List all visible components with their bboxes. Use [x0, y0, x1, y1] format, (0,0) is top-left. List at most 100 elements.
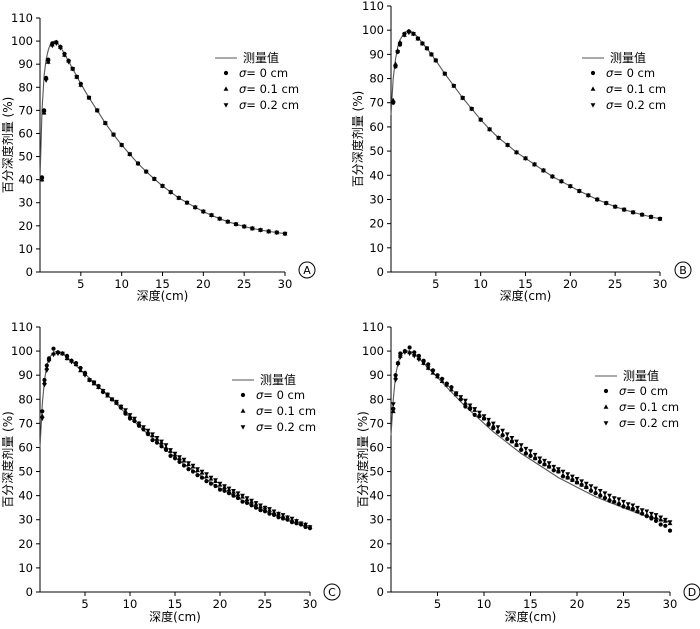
- data-point: [159, 439, 164, 444]
- data-point: [195, 473, 200, 478]
- data-point: [258, 503, 263, 508]
- data-point: [222, 484, 227, 489]
- y-tick-label: 90: [369, 368, 384, 382]
- y-tick-label: 110: [362, 320, 384, 334]
- data-point: [528, 449, 533, 454]
- y-tick-label: 70: [369, 416, 384, 430]
- y-axis-label: 百分深度剂量 (%): [0, 411, 15, 508]
- y-tick-label: 10: [369, 561, 384, 575]
- x-tick-label: 5: [77, 277, 84, 291]
- data-point: [136, 421, 142, 426]
- data-point: [537, 456, 543, 461]
- data-point: [208, 481, 214, 486]
- data-point: [195, 467, 200, 472]
- data-point: [495, 428, 501, 433]
- data-point: [100, 389, 106, 394]
- x-axis-label: 深度(cm): [149, 609, 201, 624]
- x-axis-label: 深度(cm): [137, 288, 189, 303]
- y-tick-label: 110: [11, 11, 33, 25]
- legend-marker: [590, 86, 596, 91]
- y-tick-label: 30: [18, 196, 33, 210]
- data-point: [51, 352, 56, 358]
- data-point: [663, 523, 668, 528]
- data-point: [648, 215, 654, 220]
- y-tick-label: 80: [18, 392, 33, 406]
- y-tick-label: 40: [369, 489, 384, 503]
- data-point: [285, 515, 290, 520]
- data-point: [217, 216, 223, 222]
- data-point: [39, 177, 45, 183]
- data-point: [262, 509, 268, 514]
- data-point: [253, 501, 259, 506]
- data-point: [467, 403, 473, 408]
- data-point: [190, 469, 196, 474]
- sigma-symbol: σ: [606, 82, 614, 96]
- data-point: [486, 417, 491, 423]
- data-point: [199, 469, 205, 475]
- data-point: [105, 392, 110, 398]
- data-point: [307, 525, 313, 530]
- data-point: [541, 168, 546, 173]
- data-point: [435, 374, 440, 379]
- data-point: [390, 100, 396, 106]
- data-point: [276, 511, 281, 517]
- data-point: [253, 505, 259, 510]
- data-point: [186, 467, 191, 472]
- legend-entry: σ= 0.1 cm: [606, 82, 666, 96]
- panel-tag-circle: [323, 583, 341, 601]
- data-point: [550, 174, 555, 180]
- data-point: [96, 385, 101, 390]
- y-tick-label: 100: [11, 34, 33, 48]
- data-point: [58, 46, 63, 51]
- y-tick-label: 100: [362, 23, 384, 37]
- data-point: [267, 511, 272, 516]
- y-tick-label: 80: [18, 80, 33, 94]
- data-point: [602, 494, 608, 499]
- legend-entry: σ= 0.2 cm: [606, 98, 666, 112]
- data-point: [45, 60, 51, 65]
- data-point: [303, 522, 308, 528]
- data-point: [593, 489, 598, 494]
- data-point: [41, 110, 47, 116]
- data-point: [597, 491, 603, 497]
- y-tick-label: 30: [369, 513, 384, 527]
- data-point: [240, 493, 245, 499]
- y-tick-label: 60: [18, 440, 33, 454]
- data-point: [266, 229, 272, 234]
- x-tick-label: 10: [123, 597, 138, 611]
- data-point: [132, 416, 137, 422]
- data-point: [594, 197, 600, 203]
- y-tick-label: 110: [362, 0, 384, 13]
- data-point: [546, 461, 552, 466]
- data-point: [390, 408, 396, 414]
- data-point: [60, 351, 65, 357]
- panel-tag-circle: [298, 261, 316, 279]
- data-point: [509, 438, 515, 444]
- x-tick-label: 30: [278, 277, 293, 291]
- y-tick-label: 0: [26, 585, 33, 599]
- y-tick-label: 20: [369, 217, 384, 231]
- data-point: [393, 378, 398, 383]
- legend-entry-text: = 0.2 cm: [263, 420, 316, 434]
- y-tick-label: 0: [26, 265, 33, 279]
- data-point: [532, 452, 538, 458]
- data-point: [425, 366, 431, 371]
- data-point: [82, 373, 88, 378]
- x-tick-label: 25: [258, 597, 273, 611]
- data-point: [282, 231, 288, 237]
- data-point: [217, 487, 223, 492]
- x-tick-label: 30: [303, 597, 318, 611]
- data-point: [585, 193, 591, 198]
- legend-entry-text: = 0.2 cm: [246, 98, 299, 112]
- y-tick-label: 90: [18, 368, 33, 382]
- data-point: [607, 493, 612, 499]
- data-point: [593, 486, 598, 491]
- data-point: [200, 209, 206, 215]
- legend-measured: 测量值: [243, 50, 279, 65]
- y-tick-label: 70: [369, 96, 384, 110]
- data-point: [240, 499, 245, 504]
- data-point: [78, 83, 84, 88]
- data-point: [168, 453, 173, 458]
- legend-entry: σ= 0.2 cm: [256, 420, 316, 434]
- legend-marker: [223, 103, 229, 108]
